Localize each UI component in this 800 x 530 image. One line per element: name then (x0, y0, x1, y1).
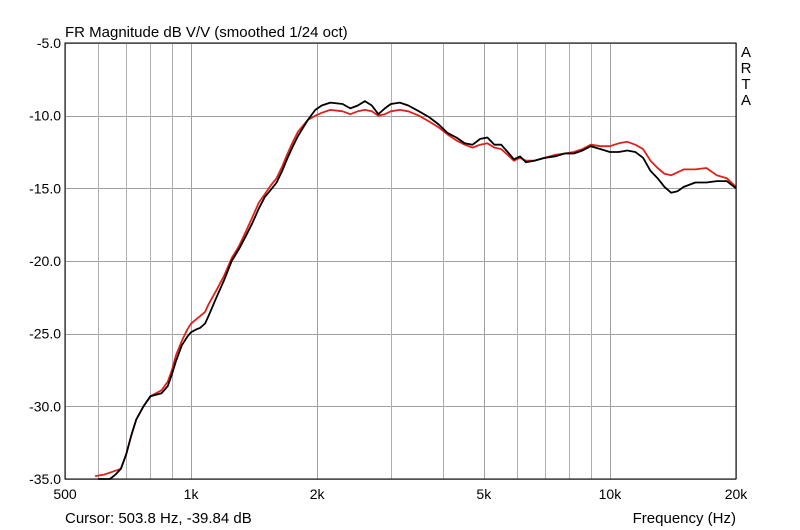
x-axis-label: Frequency (Hz) (633, 510, 736, 527)
series-layer (94, 100, 737, 480)
series-line-1 (98, 100, 737, 480)
cursor-readout: Cursor: 503.8 Hz, -39.84 dB (65, 510, 252, 527)
y-tick-label: -10.0 (29, 108, 61, 124)
y-tick-label: -15.0 (29, 180, 61, 196)
y-tick-label: -35.0 (29, 471, 61, 487)
x-tick-label: 500 (53, 486, 77, 502)
x-tick-label: 20k (725, 486, 749, 502)
x-tick-label: 2k (310, 486, 326, 502)
series-line-2 (94, 109, 737, 477)
y-tick-label: -30.0 (29, 398, 61, 414)
y-tick-label: -5.0 (37, 35, 61, 51)
chart-title: FR Magnitude dB V/V (smoothed 1/24 oct) (65, 24, 348, 41)
y-tick-label: -25.0 (29, 326, 61, 342)
brand-letter: R (741, 60, 752, 77)
brand-letter: T (741, 76, 750, 93)
y-tick-label: -20.0 (29, 253, 61, 269)
x-tick-label: 10k (599, 486, 623, 502)
brand-letter: A (741, 92, 751, 109)
plot-frame (64, 42, 737, 480)
x-tick-label: 1k (184, 486, 200, 502)
x-tick-label: 5k (476, 486, 492, 502)
brand-letter: A (741, 44, 751, 61)
